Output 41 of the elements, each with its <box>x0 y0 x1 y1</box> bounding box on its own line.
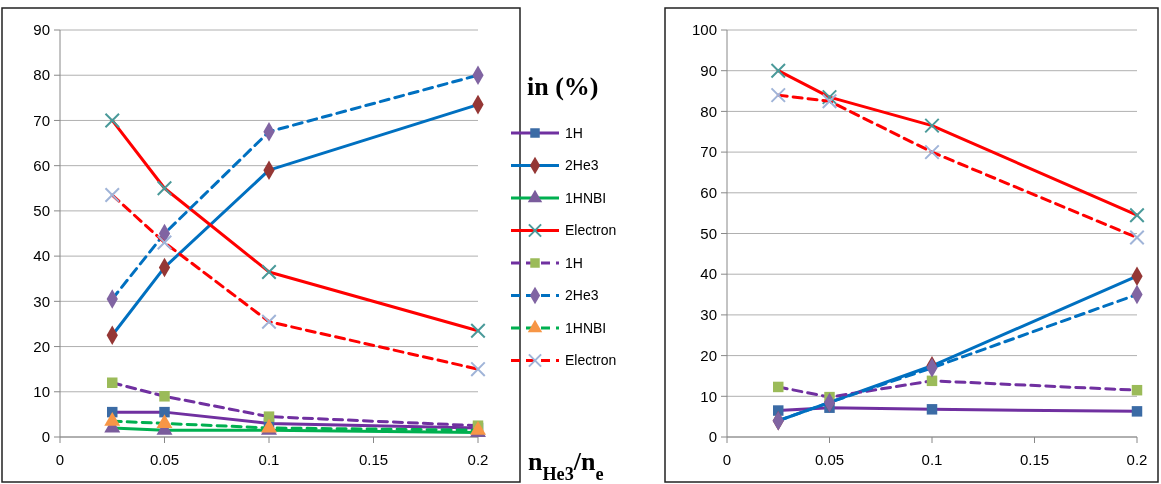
y-tick-label: 90 <box>33 21 50 39</box>
y-tick-label: 70 <box>700 143 717 161</box>
legend-label: 1HNBI <box>565 319 607 336</box>
y-tick-label: 10 <box>700 387 717 405</box>
y-tick-label: 20 <box>700 346 717 364</box>
y-tick-label: 0 <box>708 428 717 446</box>
y-tick-label: 20 <box>33 337 50 355</box>
y-tick-label: 40 <box>33 247 50 265</box>
x-axis-title: n$_{He3}$/n$_{e}$ <box>528 447 604 484</box>
y-tick-label: 70 <box>33 111 50 129</box>
text: in (%) <box>527 72 599 101</box>
y-tick-label: 80 <box>700 102 717 120</box>
y-tick-label: 100 <box>691 21 717 39</box>
y-tick-label: 10 <box>33 383 50 401</box>
x-tick-label: 0 <box>722 451 732 468</box>
y-tick-label: 50 <box>700 224 717 242</box>
x-tick-label: 0.2 <box>467 451 489 468</box>
x-tick-label: 0.05 <box>814 451 845 468</box>
legend-label: 2He3 <box>565 287 599 304</box>
legend-label: 1H <box>565 124 583 141</box>
y-tick-label: 40 <box>700 265 717 283</box>
legend-label: 1HNBI <box>565 189 607 206</box>
y-tick-label: 50 <box>33 202 50 220</box>
y-tick-label: 60 <box>33 156 50 174</box>
legend-label: Electron <box>565 352 617 369</box>
x-tick-label: 0.1 <box>921 451 943 468</box>
y-tick-label: 60 <box>700 184 717 202</box>
y-tick-label: 30 <box>33 292 50 310</box>
legend-label: 1H <box>565 254 583 271</box>
y-tick-label: 0 <box>41 428 50 446</box>
x-tick-label: 0.15 <box>358 451 389 468</box>
legend-label: Electron <box>565 222 617 239</box>
x-tick-label: 0.1 <box>258 451 280 468</box>
y-tick-label: 80 <box>33 66 50 84</box>
x-tick-label: 0.15 <box>1019 451 1050 468</box>
y-tick-label: 30 <box>700 306 717 324</box>
x-tick-label: 0.05 <box>149 451 180 468</box>
legend-label: 2He3 <box>565 157 599 174</box>
x-tick-label: 0 <box>55 451 65 468</box>
x-tick-label: 0.2 <box>1126 451 1148 468</box>
y-tick-label: 90 <box>700 61 717 79</box>
